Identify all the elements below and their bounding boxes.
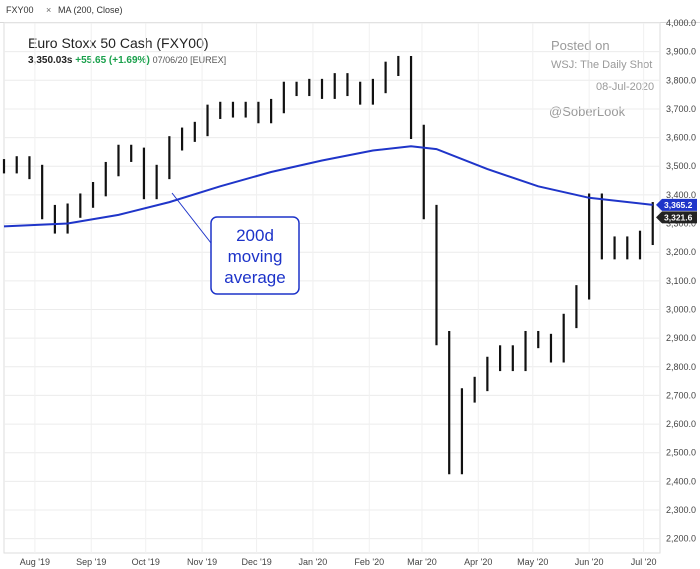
x-axis: Aug '19 Sep '19 Oct '19 Nov '19 Dec '19 Jan '… (20, 557, 657, 567)
annotation-line-1: 200d (236, 226, 274, 245)
close-icon[interactable]: × (46, 5, 52, 15)
price-bars (2, 55, 654, 475)
annotation-pointer (171, 192, 212, 244)
y-tick-label: 3,700.0 (666, 104, 696, 114)
chart-title: Euro Stoxx 50 Cash (FXY00) (28, 35, 209, 51)
moving-average-line (3, 145, 653, 228)
quote-line: 3,350.03s +55.65 (+1.69%) 07/06/20 [EURE… (28, 55, 226, 66)
x-tick-label: Dec '19 (241, 557, 271, 567)
watermark-date: 08-Jul-2020 (596, 81, 655, 93)
plot-frame (3, 22, 661, 554)
watermark-source: WSJ: The Daily Shot (551, 59, 653, 71)
y-tick-label: 3,500.0 (666, 161, 696, 171)
ma-price-badge (656, 198, 697, 211)
y-tick-label: 2,700.0 (666, 390, 696, 400)
y-tick-label: 3,100.0 (666, 276, 696, 286)
y-tick-label: 2,400.0 (666, 476, 696, 486)
y-axis: 2,200.0 2,300.0 2,400.0 2,500.0 2,600.0 2,700… (666, 18, 696, 544)
watermark-posted-on: Posted on (551, 38, 610, 53)
grid (4, 22, 660, 553)
x-tick-label: Nov '19 (187, 557, 217, 567)
y-tick-label: 3,600.0 (666, 133, 696, 143)
x-tick-label: Mar '20 (407, 557, 437, 567)
y-tick-label: 2,200.0 (666, 534, 696, 544)
annotation-line-3: average (224, 268, 285, 287)
y-tick-label: 3,900.0 (666, 47, 696, 57)
x-tick-label: Jan '20 (299, 557, 328, 567)
y-tick-label: 4,000.0 (666, 18, 696, 28)
y-tick-label: 3,400.0 (666, 190, 696, 200)
x-tick-label: Jun '20 (575, 557, 604, 567)
y-tick-label: 3,000.0 (666, 304, 696, 314)
last-price: 3,350.03s (28, 55, 73, 66)
price-badges: 3,365.2 3,321.6 (656, 198, 697, 224)
y-tick-label: 3,200.0 (666, 247, 696, 257)
y-tick-label: 2,800.0 (666, 362, 696, 372)
y-tick-label: 2,500.0 (666, 448, 696, 458)
y-tick-label: 3,800.0 (666, 75, 696, 85)
y-tick-label: 2,900.0 (666, 333, 696, 343)
annotation-line-2: moving (228, 247, 283, 266)
x-tick-label: Feb '20 (354, 557, 384, 567)
symbol-label[interactable]: FXY00 (6, 5, 34, 15)
price-change: +55.65 (+1.69%) (75, 55, 150, 66)
ma-price-badge-label: 3,365.2 (664, 200, 693, 210)
study-label[interactable]: MA (200, Close) (58, 5, 123, 15)
last-price-badge (656, 211, 697, 224)
x-tick-label: Aug '19 (20, 557, 50, 567)
x-tick-label: Jul '20 (631, 557, 657, 567)
y-tick-label: 3,300.0 (666, 219, 696, 229)
annotation-callout: 200d moving average (171, 192, 300, 295)
x-tick-label: Apr '20 (464, 557, 492, 567)
x-tick-label: Sep '19 (76, 557, 106, 567)
watermark-handle: @SoberLook (549, 104, 626, 119)
x-tick-label: May '20 (517, 557, 548, 567)
y-tick-label: 2,300.0 (666, 505, 696, 515)
last-price-badge-label: 3,321.6 (664, 212, 693, 222)
quote-date: 07/06/20 [EUREX] (152, 55, 227, 65)
x-tick-label: Oct '19 (132, 557, 160, 567)
annotation-box (210, 216, 300, 295)
y-tick-label: 2,600.0 (666, 419, 696, 429)
